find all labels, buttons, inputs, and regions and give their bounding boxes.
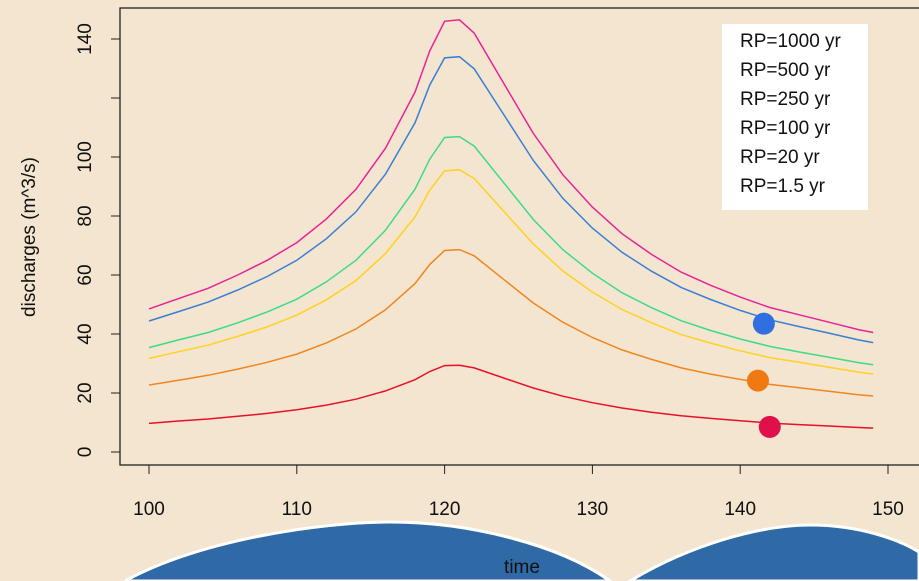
y-tick-label: 40: [75, 323, 96, 344]
line: [148, 55, 874, 344]
y-tick-label: 20: [75, 382, 96, 403]
marker: [746, 369, 769, 392]
x-tick-label: 110: [282, 499, 312, 520]
y-tick-label: 80: [75, 205, 96, 226]
wave-decoration: [627, 523, 919, 581]
x-tick-label: 100: [133, 499, 165, 520]
x-tick-label: 140: [724, 499, 756, 520]
x-tick-label: 150: [872, 499, 904, 520]
x-axis-label: time: [504, 557, 540, 578]
y-tick-label: 0: [75, 447, 96, 458]
line: [148, 364, 874, 429]
marker: [752, 312, 775, 335]
x-tick-label: 120: [429, 499, 461, 520]
line: [148, 135, 874, 366]
wave-decoration: [124, 520, 613, 581]
y-tick-label: 100: [75, 141, 96, 173]
legend-label: RP=1.5 yr: [740, 176, 826, 197]
legend-label: RP=1000 yr: [740, 31, 842, 52]
y-tick-label: 140: [75, 23, 96, 55]
line: [148, 19, 874, 334]
line: [148, 168, 874, 375]
legend-label: RP=100 yr: [740, 118, 831, 139]
marker: [758, 415, 781, 438]
x-tick-label: 130: [577, 499, 609, 520]
plot-frame: [119, 7, 919, 466]
y-tick-label: 60: [75, 264, 96, 285]
legend-label: RP=500 yr: [740, 60, 831, 81]
y-axis-label: discharges (m^3/s): [19, 157, 40, 317]
legend-label: RP=20 yr: [740, 147, 820, 168]
legend-label: RP=250 yr: [740, 89, 831, 110]
legend-box: [722, 24, 868, 210]
